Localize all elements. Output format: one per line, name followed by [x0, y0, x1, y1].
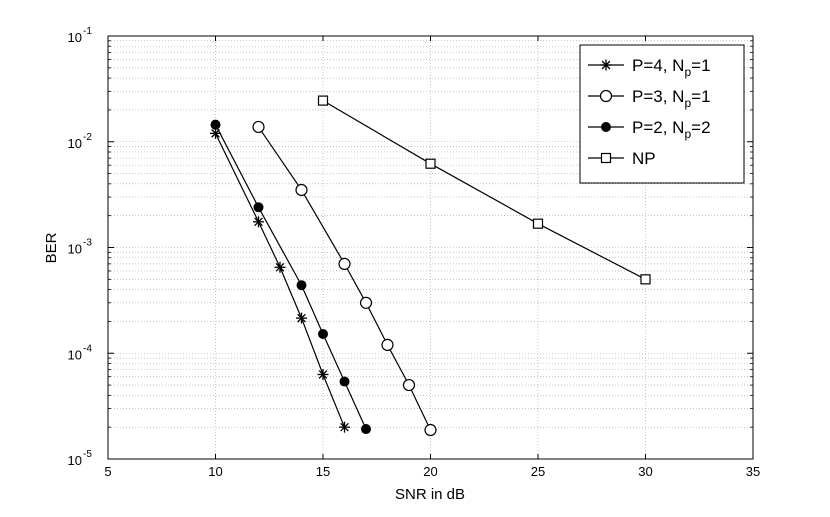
series-p3 [252, 120, 437, 437]
y-tick-exponent: -2 [83, 132, 92, 143]
legend: P=4, Np=1 P=3, Np=1 P=2, Np=2 NP [579, 44, 745, 184]
series-p4 [210, 127, 350, 433]
series-np [317, 95, 651, 285]
marker-open-square [317, 95, 329, 106]
y-tick-label: 10 [68, 136, 82, 151]
x-tick-label: 5 [104, 464, 111, 479]
marker-open-circle [338, 257, 351, 270]
marker-star [600, 59, 612, 71]
x-tick-label: 20 [423, 464, 437, 479]
legend-label: NP [632, 149, 656, 168]
marker-star [274, 261, 286, 273]
x-tick-label: 30 [638, 464, 652, 479]
legend-label: P=4, Np=1 [632, 56, 711, 79]
x-tick-label: 35 [746, 464, 760, 479]
legend-label: P=2, Np=2 [632, 118, 711, 141]
marker-filled-circle [296, 280, 307, 291]
series-line-p2 [214, 124, 367, 430]
marker-open-circle [359, 296, 373, 309]
x-tick-label: 10 [208, 464, 222, 479]
marker-star [253, 216, 264, 228]
marker-star [317, 368, 329, 380]
marker-filled-circle [601, 122, 611, 132]
marker-star [339, 421, 350, 433]
legend-label: P=3, Np=1 [632, 87, 711, 110]
marker-star [296, 312, 307, 324]
marker-open-square [600, 152, 612, 164]
marker-filled-circle [361, 424, 371, 435]
marker-open-circle [599, 89, 613, 103]
marker-open-circle [424, 423, 437, 437]
marker-open-circle [252, 120, 265, 134]
y-axis-label: BER [43, 232, 60, 263]
series-p2 [210, 119, 371, 435]
y-tick-exponent: -4 [83, 343, 92, 354]
marker-filled-circle [253, 202, 264, 213]
marker-open-circle [295, 183, 308, 197]
series-layer [210, 95, 651, 437]
legend-entry-p2: P=2, Np=2 [588, 118, 711, 141]
y-tick-label: 10 [68, 242, 82, 257]
y-tick-exponent: -3 [83, 238, 92, 249]
y-tick-label: 10 [68, 453, 82, 468]
marker-open-circle [381, 338, 394, 351]
marker-filled-circle [210, 119, 221, 130]
marker-open-circle [402, 378, 416, 392]
x-axis-label: SNR in dB [395, 486, 465, 503]
marker-filled-circle [339, 376, 350, 387]
series-line-p4 [214, 133, 346, 428]
marker-open-square [532, 218, 544, 229]
series-line-np [322, 100, 646, 280]
marker-open-square [425, 158, 436, 169]
legend-entry-np: NP [588, 149, 656, 168]
x-tick-label: 15 [316, 464, 330, 479]
x-tick-label: 25 [531, 464, 545, 479]
marker-filled-circle [318, 329, 328, 340]
legend-entry-p3: P=3, Np=1 [588, 87, 711, 110]
y-tick-label: 10 [68, 30, 82, 45]
y-tick-exponent: -1 [83, 26, 92, 37]
legend-entry-p4: P=4, Np=1 [588, 56, 711, 79]
y-tick-label: 10 [68, 347, 82, 362]
y-tick-exponent: -5 [83, 449, 92, 460]
marker-open-square [640, 274, 651, 285]
